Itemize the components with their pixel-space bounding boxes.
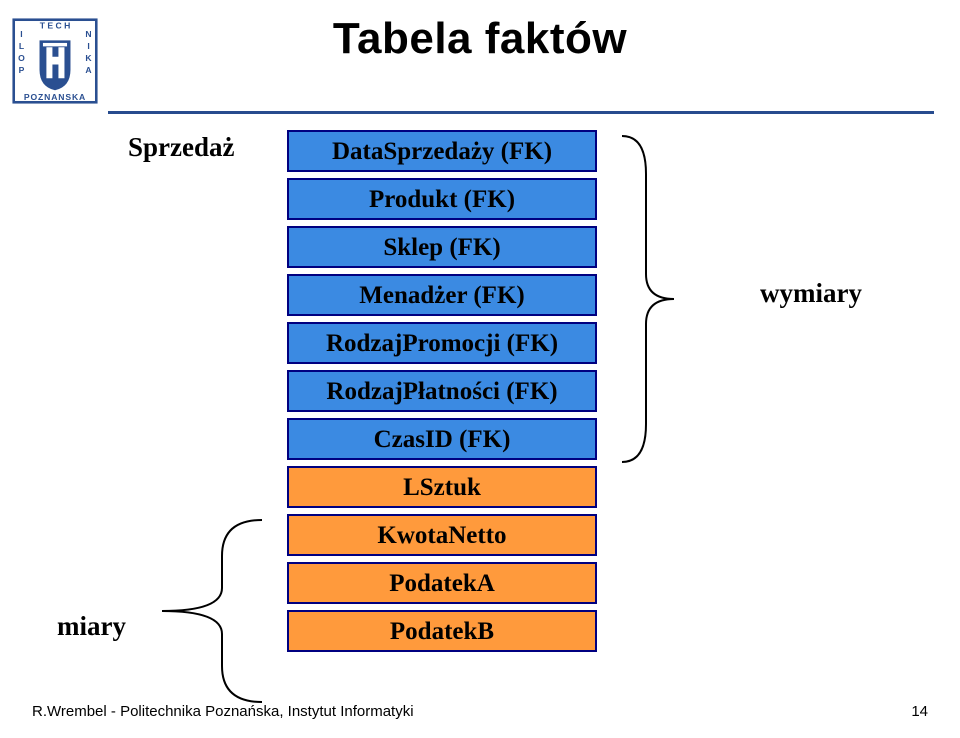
table-cell: KwotaNetto [287,514,597,556]
svg-text:A: A [85,65,91,75]
fact-table-column: DataSprzedaży (FK) Produkt (FK) Sklep (FK)… [287,130,597,652]
page-number: 14 [911,703,928,720]
table-cell: RodzajPromocji (FK) [287,322,597,364]
table-cell: Menadżer (FK) [287,274,597,316]
table-cell: CzasID (FK) [287,418,597,460]
table-cell: LSztuk [287,466,597,508]
table-cell: DataSprzedaży (FK) [287,130,597,172]
brace-wymiary [616,134,682,464]
table-cell: PodatekA [287,562,597,604]
brace-miary [150,516,270,706]
label-sprzedaz: Sprzedaż [128,132,234,163]
table-cell: Produkt (FK) [287,178,597,220]
footer-text: R.Wrembel - Politechnika Poznańska, Inst… [32,703,414,720]
title-underline [108,111,934,114]
svg-text:POZNANSKA: POZNANSKA [24,92,86,102]
table-cell: RodzajPłatności (FK) [287,370,597,412]
label-wymiary: wymiary [760,278,862,309]
svg-text:P: P [19,65,25,75]
table-cell: Sklep (FK) [287,226,597,268]
page-title: Tabela faktów [0,14,960,64]
table-cell: PodatekB [287,610,597,652]
label-miary: miary [57,611,126,642]
